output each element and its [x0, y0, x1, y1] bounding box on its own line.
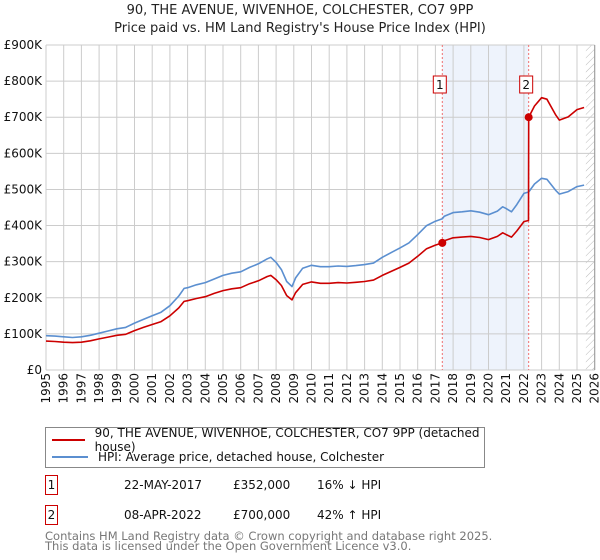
legend-item-property: 90, THE AVENUE, WIVENHOE, COLCHESTER, CO…	[52, 426, 484, 454]
x-tick-label: 2018	[446, 373, 460, 404]
y-tick-label: £700K	[4, 110, 44, 124]
x-tick-label: 2021	[499, 373, 513, 404]
transaction-date: 22-MAY-2017	[124, 478, 203, 492]
sale-point	[438, 238, 447, 247]
forecast-hatch	[585, 45, 595, 370]
y-tick-label: £0	[27, 363, 42, 377]
y-tick-label: £200K	[4, 291, 44, 305]
x-tick-label: 2008	[269, 373, 283, 404]
x-tick-label: 2022	[517, 373, 531, 404]
x-tick-label: 2006	[234, 373, 248, 404]
footer-copyright: Contains HM Land Registry data © Crown c…	[45, 529, 493, 543]
x-tick-label: 2004	[198, 373, 212, 404]
transaction-marker: 2	[45, 505, 58, 525]
x-tick-label: 2017	[428, 373, 442, 404]
y-tick-label: £800K	[4, 74, 44, 88]
chart-subtitle: Price paid vs. HM Land Registry's House …	[114, 21, 486, 36]
transaction-date: 08-APR-2022	[124, 508, 202, 522]
x-tick-label: 1999	[110, 373, 124, 404]
holding-period-shade	[442, 45, 529, 370]
x-tick-label: 2005	[216, 373, 230, 404]
x-tick-label: 2009	[287, 373, 301, 404]
y-tick-label: £100K	[4, 327, 44, 341]
transaction-price: £700,000	[233, 508, 291, 522]
y-tick-label: £300K	[4, 255, 44, 269]
x-tick-label: 2020	[482, 373, 496, 404]
legend-label-hpi: HPI: Average price, detached house, Colc…	[98, 450, 385, 464]
sale-marker-label: 2	[522, 78, 530, 92]
x-tick-label: 2003	[181, 373, 195, 404]
transaction-marker: 1	[45, 475, 58, 495]
footer: Contains HM Land Registry data © Crown c…	[45, 529, 493, 553]
legend-swatch-blue	[52, 456, 88, 458]
x-tick-label: 2013	[358, 373, 372, 404]
legend-item-hpi: HPI: Average price, detached house, Colc…	[52, 449, 384, 465]
chart-title: 90, THE AVENUE, WIVENHOE, COLCHESTER, CO…	[126, 3, 474, 18]
hpi-line	[45, 177, 585, 339]
y-tick-label: £400K	[4, 219, 44, 233]
transaction-hpi-diff: 42% ↑ HPI	[317, 508, 382, 522]
legend-label-property: 90, THE AVENUE, WIVENHOE, COLCHESTER, CO…	[94, 426, 480, 454]
y-tick-label: £500K	[4, 182, 44, 196]
x-tick-label: 2007	[251, 373, 265, 404]
x-tick-label: 1996	[57, 373, 71, 404]
transaction-hpi-diff: 16% ↓ HPI	[317, 478, 382, 492]
x-tick-label: 2014	[375, 373, 389, 404]
transaction-price: £352,000	[233, 478, 291, 492]
sale-marker-box	[519, 75, 534, 94]
x-tick-label: 2024	[552, 373, 566, 404]
x-tick-label: 1998	[92, 373, 106, 404]
footer-licence: This data is licensed under the Open Gov…	[45, 539, 412, 553]
x-tick-label: 1997	[74, 373, 88, 404]
x-tick-label: 2002	[163, 373, 177, 404]
x-tick-label: 2015	[393, 373, 407, 404]
y-tick-label: £900K	[4, 38, 44, 52]
x-tick-label: 2025	[570, 373, 584, 404]
legend: 90, THE AVENUE, WIVENHOE, COLCHESTER, CO…	[45, 426, 485, 468]
x-tick-label: 2012	[340, 373, 354, 404]
property-price-line	[45, 96, 585, 344]
x-tick-label: 2000	[128, 373, 142, 404]
x-tick-label: 2010	[305, 373, 319, 404]
sale-point	[524, 113, 533, 122]
x-tick-label: 2026	[588, 373, 600, 404]
x-tick-label: 1995	[39, 373, 53, 404]
y-tick-label: £600K	[4, 146, 44, 160]
x-tick-label: 2001	[145, 373, 159, 404]
x-tick-label: 2016	[411, 373, 425, 404]
sale-marker-label: 1	[436, 78, 444, 92]
x-tick-label: 2023	[535, 373, 549, 404]
x-tick-label: 2011	[322, 373, 336, 404]
x-tick-label: 2019	[464, 373, 478, 404]
legend-swatch-red	[52, 439, 85, 441]
sale-marker-box	[432, 75, 447, 94]
